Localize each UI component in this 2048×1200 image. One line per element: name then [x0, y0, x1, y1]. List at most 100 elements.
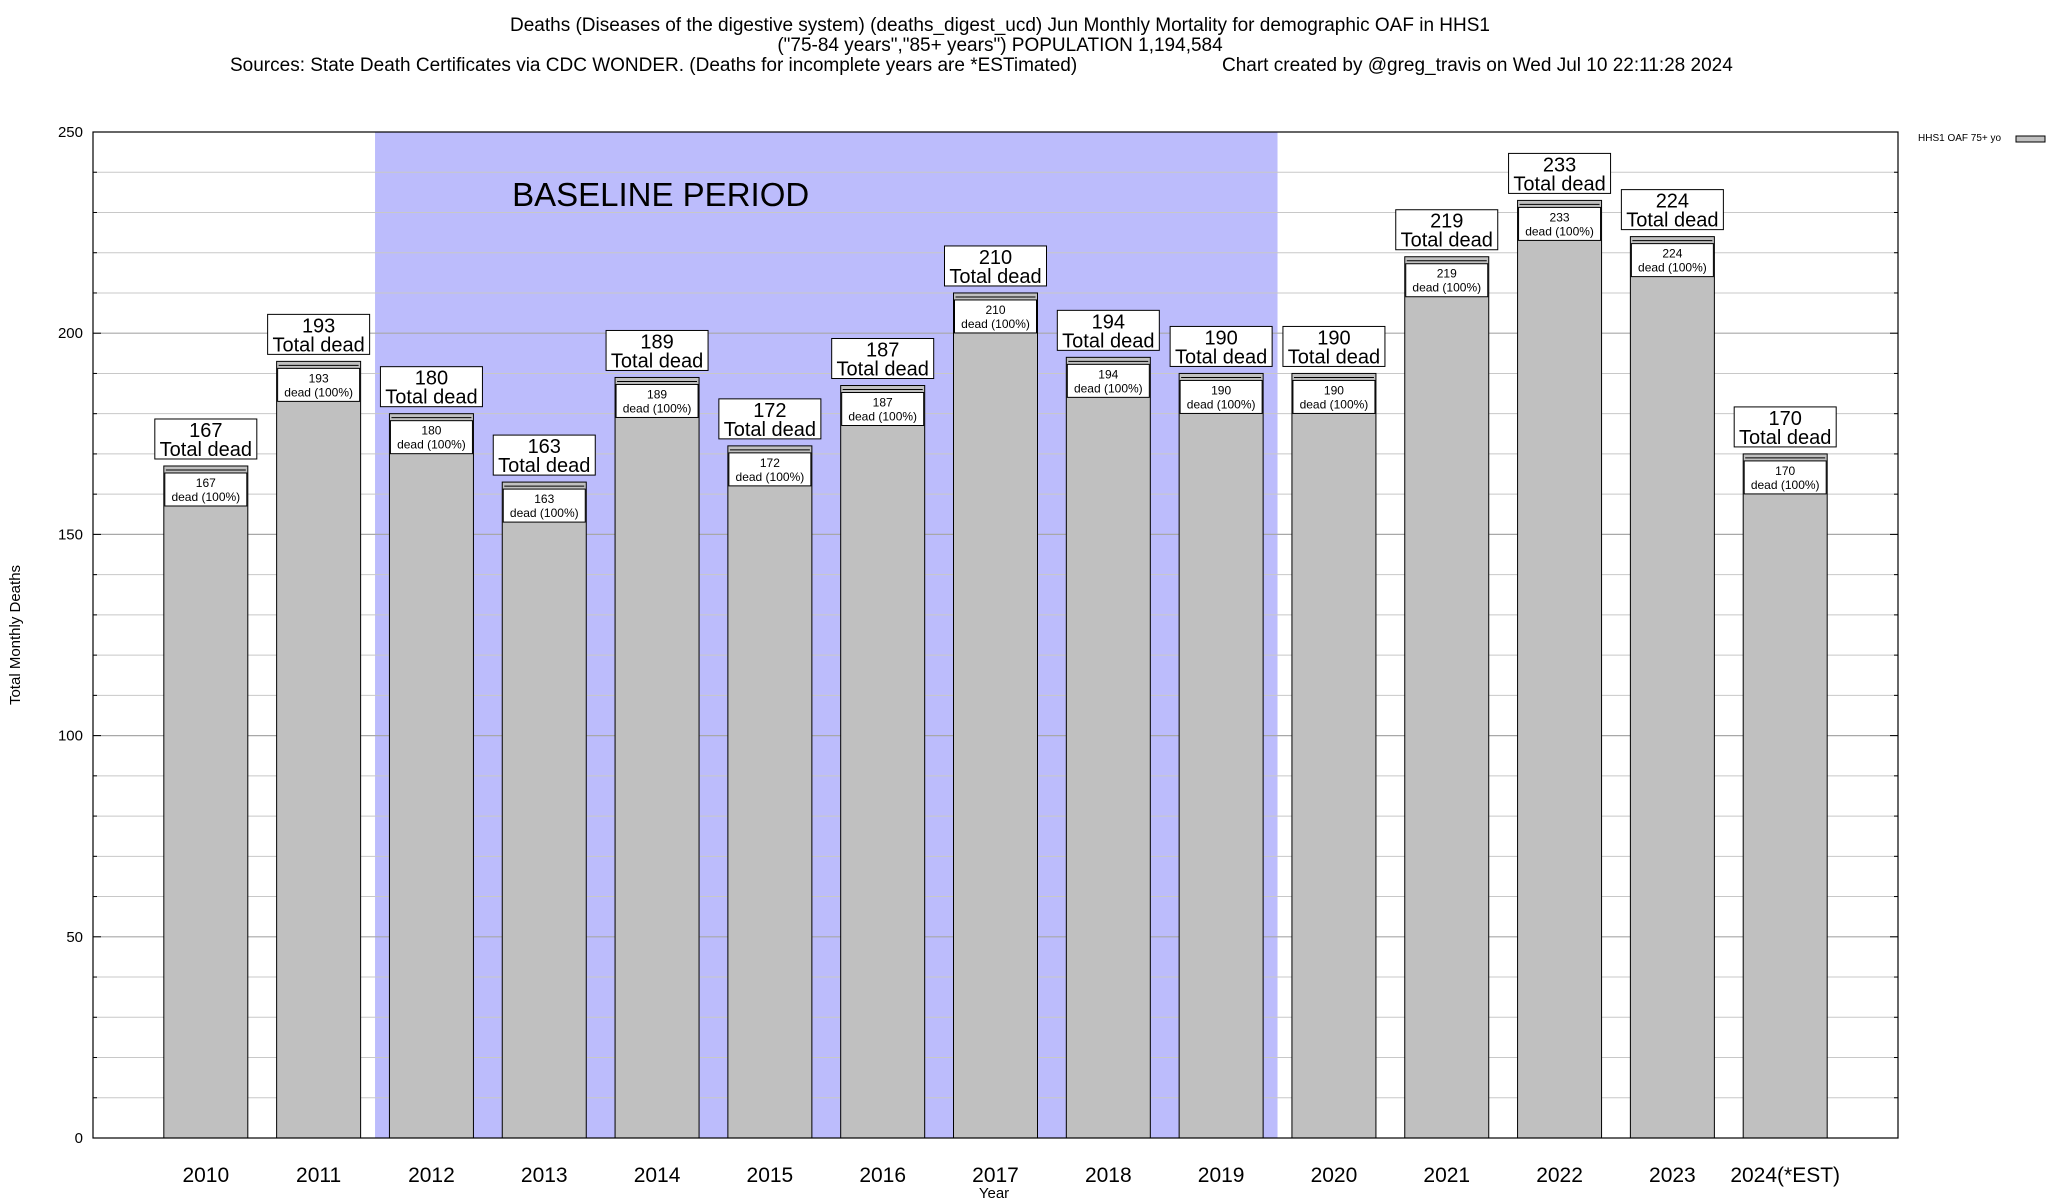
inner-label-box	[615, 383, 699, 418]
legend: HHS1 OAF 75+ yo	[1918, 133, 2046, 144]
inner-label-box	[389, 420, 473, 455]
top-label-box	[267, 313, 371, 355]
inner-percent-label: dead (100%)	[961, 317, 1030, 331]
y-tick-label: 0	[75, 1130, 83, 1147]
x-tick-label: 2019	[1198, 1164, 1245, 1187]
inner-label-box	[277, 367, 361, 402]
inner-percent-label: dead (100%)	[171, 490, 240, 504]
top-label-box	[1056, 309, 1160, 351]
y-tick-label: 100	[58, 728, 83, 745]
inner-percent-label: dead (100%)	[848, 410, 917, 424]
inner-percent-label: dead (100%)	[1638, 261, 1707, 275]
top-value-label: 189	[640, 331, 673, 353]
baseline-label: BASELINE PERIOD	[512, 176, 809, 213]
inner-label-box	[1743, 460, 1827, 495]
bar	[1404, 256, 1490, 1139]
plot-frame	[92, 131, 1899, 1139]
inner-label-box	[1518, 206, 1602, 241]
inner-value-label: 190	[1211, 383, 1231, 397]
top-value-label: 210	[979, 247, 1012, 269]
top-value-label: 163	[528, 436, 561, 458]
top-value-label: 167	[189, 420, 222, 442]
x-tick-label: 2015	[747, 1164, 794, 1187]
inner-percent-label: dead (100%)	[1525, 224, 1594, 238]
chart-title-line2: ("75-84 years","85+ years") POPULATION 1…	[777, 35, 1223, 56]
axis-titles: Total Monthly Deaths Year	[7, 565, 1009, 1200]
inner-value-label: 170	[1775, 464, 1795, 478]
top-value-label: 194	[1092, 311, 1125, 333]
inner-percent-label: dead (100%)	[397, 438, 466, 452]
top-value-label: 180	[415, 368, 448, 390]
inner-value-label: 224	[1662, 247, 1682, 261]
top-label-box	[944, 245, 1047, 287]
top-total-label: Total dead	[1062, 330, 1154, 352]
top-label-box	[379, 366, 483, 408]
inner-label-box	[1292, 379, 1376, 414]
top-label-box	[1282, 325, 1386, 367]
inner-value-label: 190	[1324, 383, 1344, 397]
y-tick-label: 150	[58, 526, 83, 543]
inner-label-box	[164, 472, 248, 507]
inner-value-label: 210	[985, 303, 1005, 317]
inner-label-box	[728, 452, 812, 487]
top-total-label: Total dead	[1175, 346, 1267, 368]
inner-value-label: 187	[873, 396, 893, 410]
top-total-label: Total dead	[837, 359, 929, 381]
x-tick-label: 2017	[972, 1164, 1019, 1187]
axis-layer: 2010 2011 2012 2013 2014 2015 2016 2017 2018 2019…	[58, 124, 1899, 1187]
x-tick-label: 2014	[634, 1164, 681, 1187]
bar	[1291, 372, 1377, 1139]
inner-value-label: 233	[1550, 210, 1570, 224]
inner-label-box	[841, 392, 925, 427]
inner-percent-label: dead (100%)	[736, 470, 805, 484]
inner-percent-label: dead (100%)	[510, 506, 579, 520]
top-total-label: Total dead	[724, 419, 816, 441]
top-value-label: 193	[302, 315, 335, 337]
y-tick-label: 250	[58, 124, 83, 141]
inner-percent-label: dead (100%)	[1751, 478, 1820, 492]
x-axis-title: Year	[979, 1185, 1009, 1200]
legend-swatch	[2015, 135, 2046, 143]
top-value-label: 172	[753, 400, 786, 422]
bar	[1742, 453, 1828, 1139]
top-value-label: 224	[1656, 191, 1689, 213]
x-tick-label: 2016	[859, 1164, 906, 1187]
top-label-box	[1508, 152, 1612, 194]
chart-source-note: Sources: State Death Certificates via CD…	[230, 55, 1077, 76]
top-value-label: 190	[1204, 327, 1237, 349]
bar	[840, 385, 926, 1139]
top-total-label: Total dead	[1513, 173, 1605, 195]
top-label-box	[605, 329, 709, 371]
bar	[727, 445, 813, 1139]
bar	[1629, 236, 1715, 1139]
y-tick-label: 50	[66, 929, 83, 946]
bar	[388, 413, 474, 1139]
top-label-box	[1169, 325, 1273, 367]
inner-label-box	[1405, 263, 1489, 298]
top-value-label: 187	[866, 340, 899, 362]
x-tick-label: 2012	[408, 1164, 455, 1187]
inner-value-label: 163	[534, 492, 554, 506]
title-layer: Deaths (Diseases of the digestive system…	[230, 15, 1733, 76]
x-tick-label: 2021	[1423, 1164, 1470, 1187]
top-label-box	[154, 418, 258, 460]
top-label-box	[492, 434, 596, 476]
x-tick-label: 2023	[1649, 1164, 1696, 1187]
x-tick-label: 2020	[1311, 1164, 1358, 1187]
bar	[1517, 199, 1603, 1139]
top-total-label: Total dead	[385, 387, 477, 409]
inner-percent-label: dead (100%)	[1412, 281, 1481, 295]
